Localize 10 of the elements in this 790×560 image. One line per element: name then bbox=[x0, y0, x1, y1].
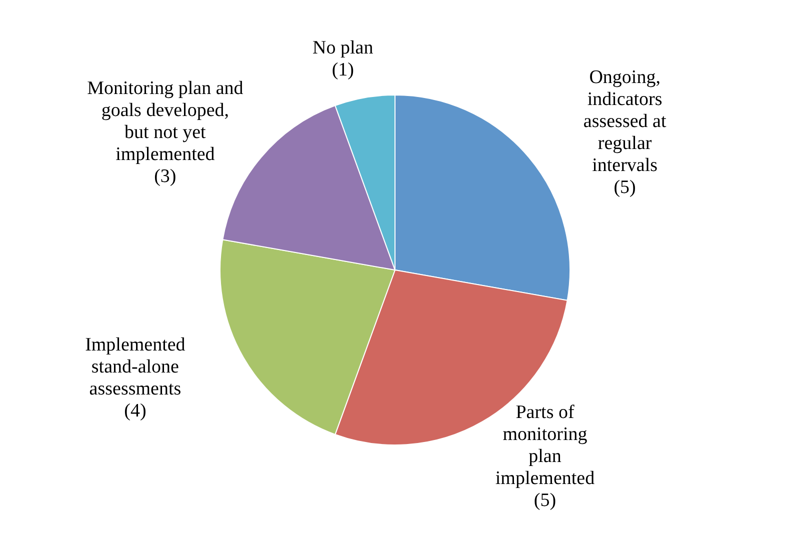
slice-label: Ongoing, indicators assessed at regular intervals bbox=[583, 66, 667, 176]
slice-label: No plan bbox=[312, 37, 374, 58]
slice-label: Parts of monitoring plan implemented bbox=[495, 402, 596, 490]
data-label: (5) bbox=[614, 176, 636, 198]
data-label: (4) bbox=[124, 400, 146, 422]
data-label: (3) bbox=[154, 166, 176, 187]
slice-label: Implemented stand-alone assessments bbox=[85, 334, 186, 400]
data-label: (5) bbox=[534, 490, 556, 512]
data-label: (1) bbox=[332, 59, 354, 80]
slice-label: Monitoring plan and goals developed, but not yet implemented bbox=[87, 78, 244, 165]
